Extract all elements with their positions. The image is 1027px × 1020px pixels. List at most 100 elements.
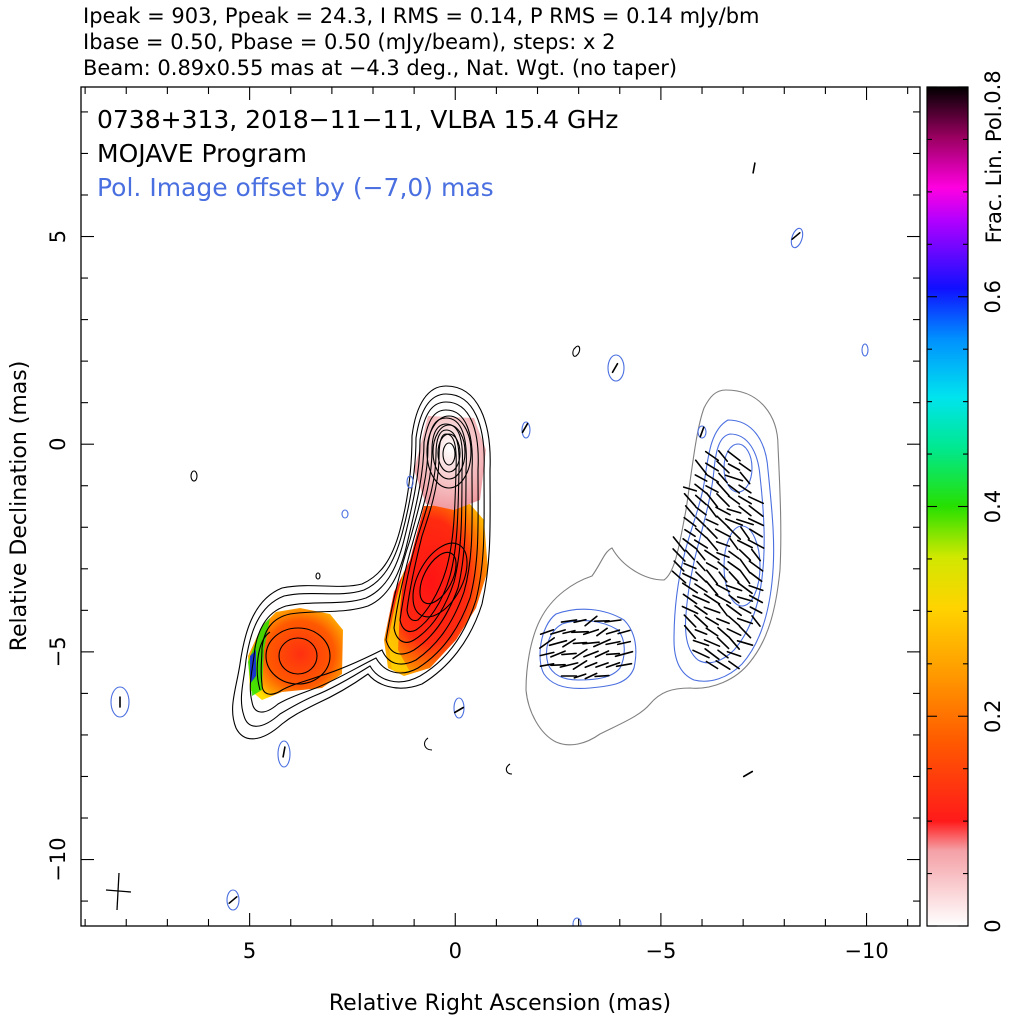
evpa-tick	[738, 505, 752, 517]
evpa-tick	[539, 628, 555, 636]
evpa-tick	[747, 517, 765, 527]
pol-contour-iso-8	[453, 697, 465, 719]
evpa-tick	[740, 526, 750, 540]
evpa-tick	[738, 484, 752, 494]
colorbar-tick-label: 0.8	[981, 70, 1005, 103]
evpa-tick	[562, 638, 576, 648]
evpa-tick	[693, 539, 709, 549]
i-contour-core-2	[432, 424, 466, 480]
x-tick-label: −10	[844, 939, 888, 963]
evpa-tick	[703, 593, 721, 605]
evpa-tick	[703, 638, 721, 648]
evpa-tick	[550, 650, 566, 658]
evpa-tick	[736, 596, 754, 602]
evpa-tick	[584, 615, 598, 627]
evpa-tick	[717, 561, 729, 571]
beam-marker	[105, 872, 132, 911]
evpa-tick	[717, 649, 729, 659]
pol-contour-iso-10	[572, 917, 582, 926]
evpa-tick	[749, 571, 763, 583]
i-contour-5	[385, 417, 467, 655]
evpa-tick	[559, 662, 579, 668]
x-axis-label: Relative Right Ascension (mas)	[329, 991, 671, 1016]
evpa-tick	[726, 525, 742, 541]
evpa-tick	[692, 649, 710, 659]
evpa-tick	[736, 639, 754, 647]
pol-contour-iso-2	[790, 227, 804, 249]
evpa-tick	[718, 571, 728, 583]
evpa-tick	[737, 581, 753, 595]
evpa-tick	[705, 580, 719, 596]
colorbar-label: Frac. Lin. Pol.	[982, 105, 1006, 243]
offset-i-contour	[525, 389, 782, 746]
frac-pol-jet-edge	[388, 570, 410, 672]
evpa-tick	[727, 615, 741, 627]
evpa-tick	[705, 569, 719, 585]
evpa-tick	[738, 548, 752, 562]
evpa-tick	[752, 162, 756, 174]
axis-tick-labels: 5 0 −5 −10 5 0 −5 −10	[46, 230, 889, 963]
colorbar-tick-label: 0.4	[981, 490, 1005, 523]
i-contour-6	[393, 423, 464, 643]
evpa-tick	[583, 650, 599, 658]
i-contour-core-3	[437, 433, 461, 473]
evpa-tick	[228, 895, 238, 905]
evpa-tick	[683, 516, 697, 528]
evpa-tick	[521, 422, 529, 434]
pol-contour-upper-2	[684, 433, 765, 664]
i-contour-isolated-4	[505, 763, 513, 775]
evpa-tick	[584, 672, 598, 680]
evpa-tick	[582, 628, 600, 636]
program-annotation: MOJAVE Program	[97, 139, 307, 168]
evpa-tick	[704, 616, 720, 626]
evpa-tick	[570, 630, 590, 634]
evpa-tick	[705, 562, 719, 570]
evpa-tick	[572, 659, 588, 671]
evpa-tick	[692, 639, 710, 647]
evpa-tick	[748, 504, 764, 518]
evpa-tick	[705, 627, 719, 637]
evpa-tick	[738, 625, 752, 639]
evpa-tick	[692, 594, 710, 604]
evpa-tick	[715, 583, 731, 593]
evpa-tick	[791, 232, 801, 240]
evpa-tick	[739, 558, 751, 574]
evpa-tick	[539, 651, 555, 657]
evpa-tick	[739, 569, 751, 585]
evpa-tick	[694, 527, 708, 539]
i-contour-7	[399, 429, 460, 633]
evpa-tick	[748, 560, 764, 572]
pol-contour-upper	[673, 419, 775, 682]
evpa-tick	[671, 570, 687, 584]
evpa-tick	[704, 549, 720, 561]
x-tick-label: −5	[645, 939, 676, 963]
evpa-tick	[748, 528, 764, 538]
pol-contour-iso-3	[861, 343, 869, 357]
evpa-tick	[706, 526, 718, 540]
i-contour-knot-3	[256, 631, 271, 691]
i-contour-core-4	[442, 442, 456, 466]
evpa-tick	[705, 492, 719, 508]
evpa-tick	[584, 661, 598, 669]
evpa-tick	[704, 473, 720, 483]
i-contour-isolated-3	[423, 737, 433, 751]
evpa-tick	[706, 504, 718, 518]
i-contour-core-1	[426, 415, 472, 489]
evpa-tick	[595, 662, 609, 668]
evpa-tick	[724, 518, 744, 526]
evpa-tick	[716, 515, 730, 529]
header-beam: Beam: 0.89x0.55 mas at −4.3 deg., Nat. W…	[83, 56, 677, 80]
evpa-tick	[750, 548, 762, 562]
evpa-tick	[726, 650, 742, 658]
evpa-tick	[683, 492, 697, 508]
colorbar-ticks	[927, 86, 968, 927]
evpa-tick	[728, 594, 740, 604]
x-tick-label: 0	[449, 939, 462, 963]
evpa-tick	[596, 627, 608, 637]
evpa-tick	[751, 615, 761, 627]
evpa-tick	[550, 663, 566, 667]
evpa-tick	[672, 536, 686, 552]
pol-contour-iso-4	[521, 421, 531, 439]
evpa-tick	[616, 640, 632, 646]
evpa-tick	[605, 652, 621, 656]
